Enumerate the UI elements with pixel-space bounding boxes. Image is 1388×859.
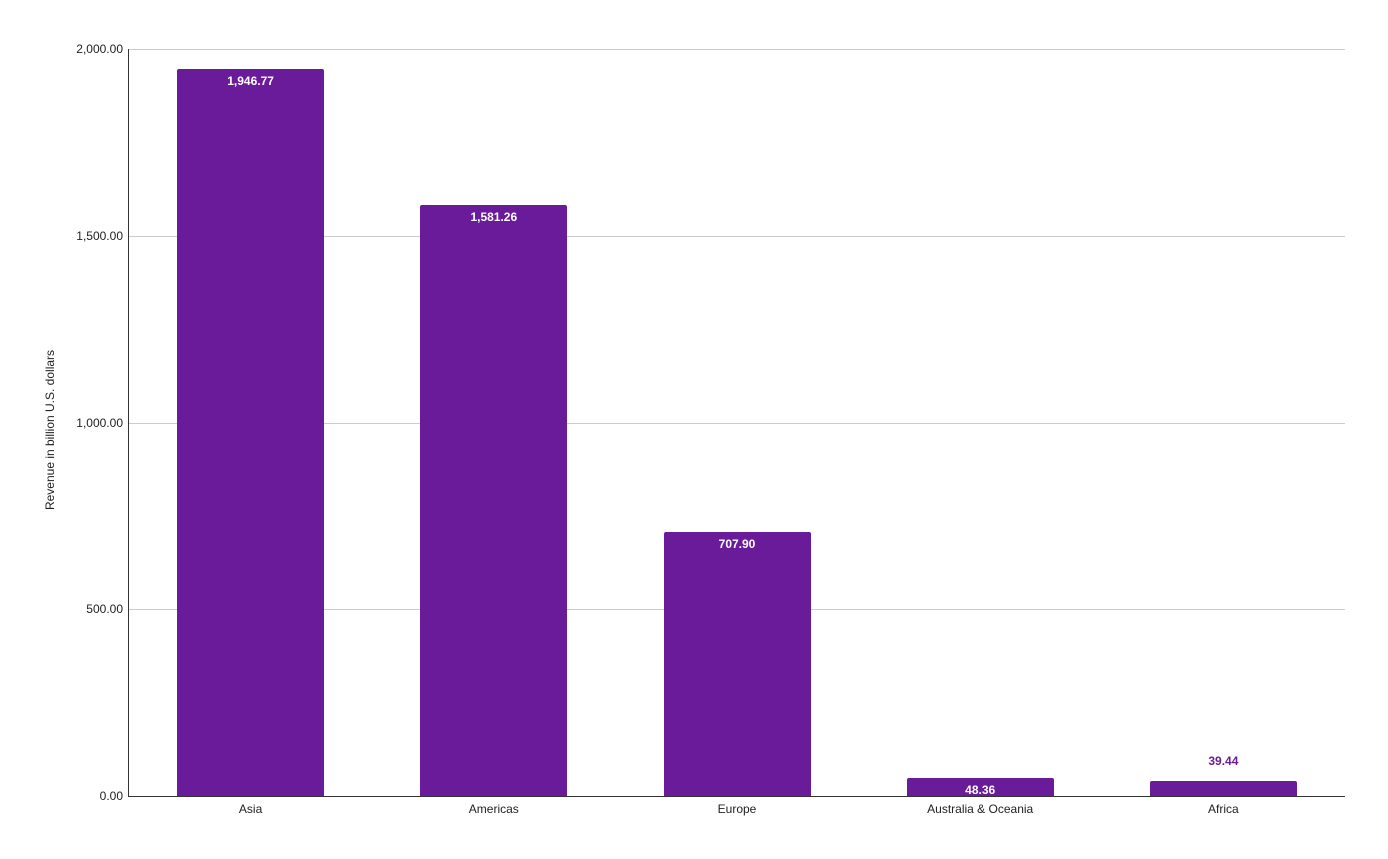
bar-value-label: 1,946.77 <box>227 73 274 88</box>
x-tick-label: Americas <box>468 802 519 816</box>
bar-europe <box>663 531 811 796</box>
y-axis-title: Revenue in billion U.S. dollars <box>43 349 57 511</box>
y-tick-label: 500.00 <box>86 602 123 617</box>
bar-value-label: 707.90 <box>718 536 756 551</box>
bar-value-label: 39.44 <box>1208 754 1239 769</box>
x-tick-label: Asia <box>238 802 263 816</box>
gridline <box>129 49 1345 50</box>
gridline <box>129 422 1345 424</box>
gridline <box>129 235 1345 237</box>
bar-value-label: 1,581.26 <box>470 210 518 225</box>
bar-americas <box>420 205 568 796</box>
bar-asia <box>177 68 325 796</box>
y-tick-label: 0.00 <box>99 789 123 803</box>
y-axis-line <box>128 49 129 797</box>
x-axis-line <box>128 796 1345 797</box>
y-tick-label: 1,000.00 <box>76 415 123 430</box>
x-tick-label: Africa <box>1208 802 1239 816</box>
y-tick-label: 2,000.00 <box>76 42 123 56</box>
bar-australia-oceania <box>906 777 1054 796</box>
x-tick-label: Australia & Oceania <box>927 802 1034 816</box>
bar-africa <box>1149 781 1297 796</box>
x-tick-label: Europe <box>717 802 757 816</box>
bar-value-label: 48.36 <box>965 782 996 797</box>
y-tick-label: 1,500.00 <box>76 228 123 243</box>
